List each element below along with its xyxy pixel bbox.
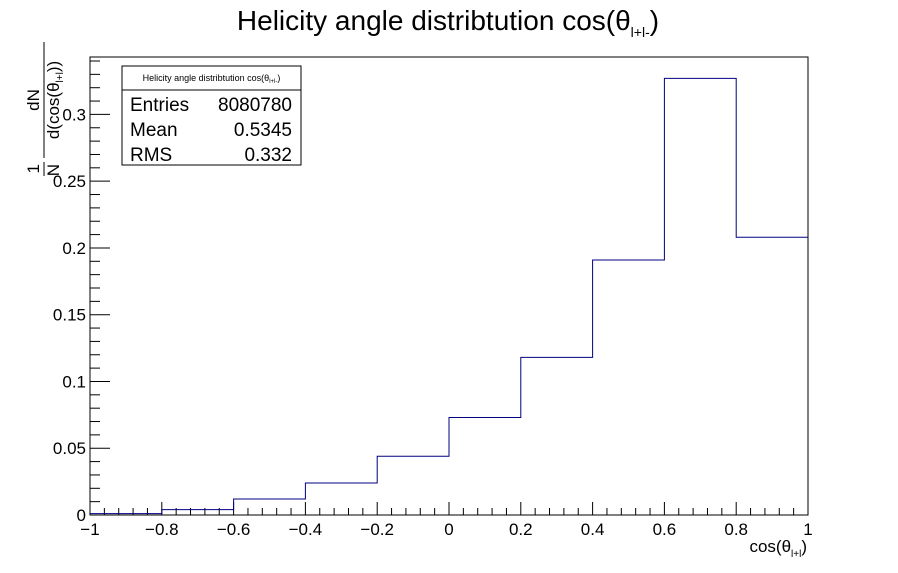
chart-title: Helicity angle distribtution cos(θl+l-)	[237, 5, 659, 40]
xlabel-sub: l+l	[791, 549, 801, 560]
stats-mean-label: Mean	[130, 120, 178, 141]
x-tick-label: −0.2	[360, 520, 394, 539]
title-close: )	[650, 5, 659, 36]
ylabel-one: 1	[24, 164, 43, 173]
y-axis-tick-labels: 0 0.05 0.1 0.15 0.2 0.25 0.3	[53, 105, 86, 525]
y-tick-label: 0.3	[62, 105, 86, 124]
x-tick-label: 1	[803, 520, 812, 539]
x-tick-label: 0.8	[724, 520, 748, 539]
x-tick-label: −0.8	[145, 520, 179, 539]
y-axis-ticks	[90, 60, 110, 516]
stats-entries-label: Entries	[130, 95, 189, 116]
x-tick-label: 0.4	[581, 520, 605, 539]
x-axis-title: cos(θl+l)	[749, 537, 807, 560]
x-tick-label: 0.6	[653, 520, 677, 539]
title-sub: l+l-	[631, 24, 650, 40]
x-tick-label: −0.6	[217, 520, 251, 539]
x-tick-label: 0.2	[509, 520, 533, 539]
y-tick-label: 0.05	[53, 439, 86, 458]
y-tick-label: 0.2	[62, 239, 86, 258]
xlabel-close: )	[801, 537, 807, 556]
stats-entries-value: 8080780	[218, 95, 292, 116]
stats-mean-value: 0.5345	[234, 120, 292, 141]
xlabel-main: cos(θ	[749, 537, 791, 556]
histogram-series-line	[90, 77, 808, 515]
stats-title-main: Helicity angle distribtution cos(θ	[143, 73, 270, 83]
stats-box-title: Helicity angle distribtution cos(θl+l-)	[143, 73, 281, 85]
y-axis-title: 1 N dN d(cos(θl+l))	[24, 42, 66, 176]
ylabel-den-close: ))	[44, 61, 63, 72]
stats-rms-label: RMS	[130, 145, 172, 166]
y-tick-label: 0	[77, 506, 86, 525]
x-tick-label: 0	[444, 520, 453, 539]
y-tick-label: 0.25	[53, 172, 86, 191]
ylabel-den-sub: l+l	[55, 72, 66, 82]
stats-title-sub: l+l-	[269, 79, 277, 85]
ylabel-dn: dN	[24, 89, 43, 111]
ylabel-n: N	[44, 164, 63, 176]
ylabel-denominator: d(cos(θl+l))	[44, 61, 66, 139]
stats-box-frame	[121, 65, 302, 166]
title-main: Helicity angle distribtution cos(θ	[237, 5, 631, 36]
y-tick-label: 0.15	[53, 306, 86, 325]
y-tick-label: 0.1	[62, 372, 86, 391]
x-axis-tick-labels: −1 −0.8 −0.6 −0.4 −0.2 0 0.2 0.4 0.6 0.8 1	[80, 520, 812, 539]
stats-rms-value: 0.332	[244, 145, 292, 166]
x-tick-label: −1	[80, 520, 99, 539]
ylabel-den-main: d(cos(θ	[44, 82, 63, 139]
x-tick-label: −0.4	[289, 520, 323, 539]
stats-box: Helicity angle distribtution cos(θl+l-) …	[121, 65, 302, 166]
stats-title-close: )	[277, 73, 280, 83]
x-axis-ticks	[89, 502, 809, 515]
